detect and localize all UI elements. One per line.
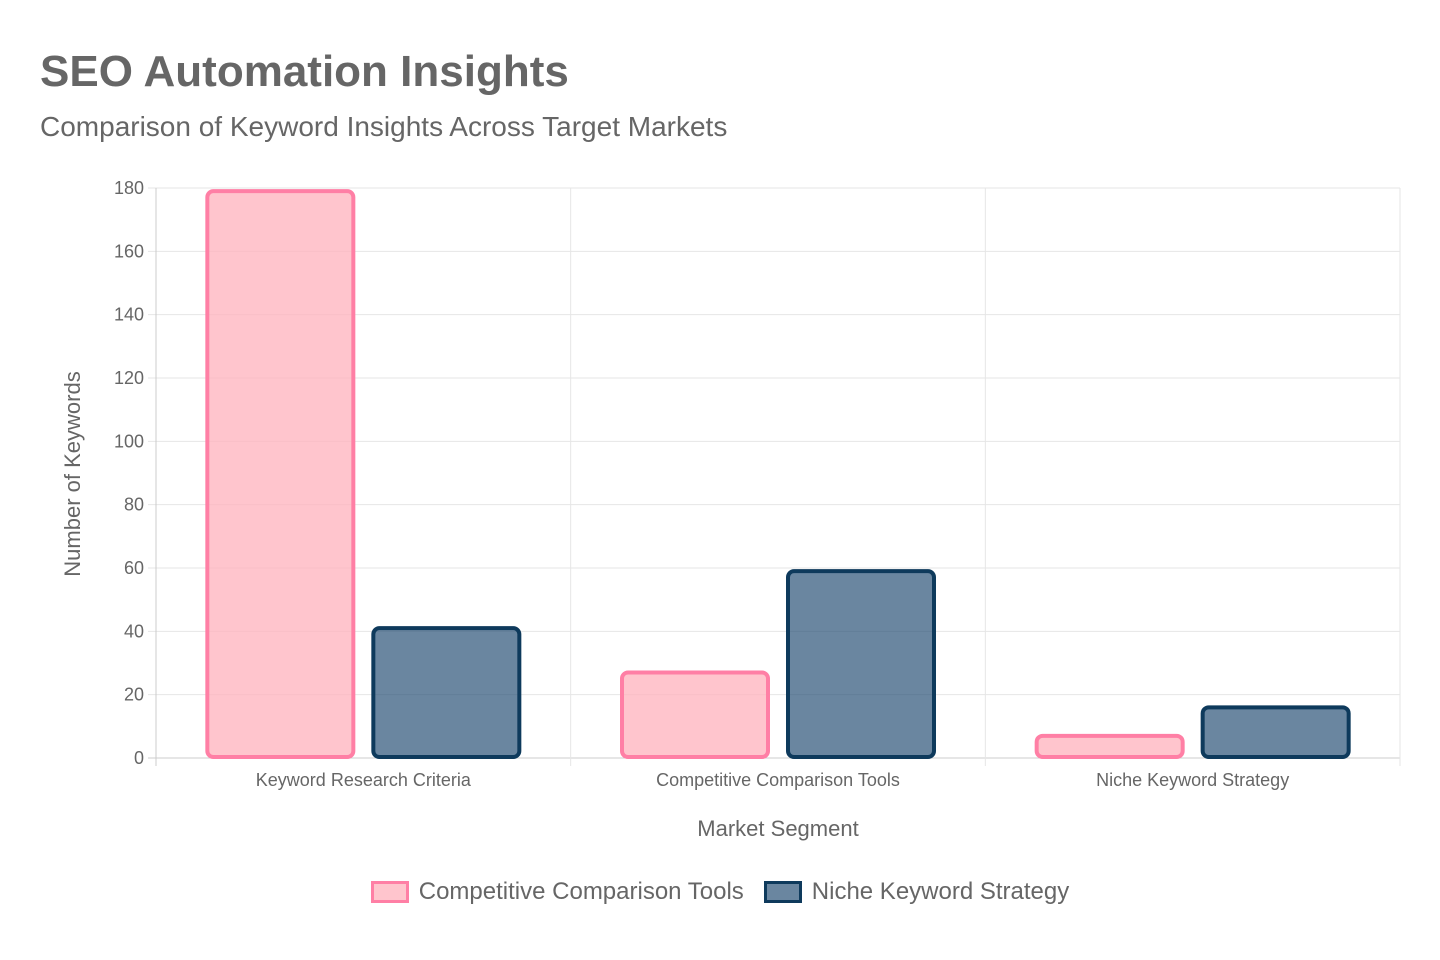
x-tick-label: Keyword Research Criteria (256, 770, 472, 790)
chart-title: SEO Automation Insights (40, 47, 569, 96)
y-tick-label: 140 (114, 305, 144, 325)
y-tick-label: 100 (114, 431, 144, 451)
bar-niche-keyword-strategy-series-0[interactable] (1034, 733, 1185, 759)
legend-swatch-navy (763, 881, 802, 903)
grid-lines (148, 187, 1401, 766)
y-axis-ticks: 0 20 40 60 80 100 120 140 160 180 (114, 178, 144, 768)
x-axis-title: Market Segment (697, 816, 858, 841)
bar-niche-keyword-strategy-series-1[interactable] (1200, 705, 1351, 759)
bar-keyword-research-criteria-series-1[interactable] (371, 626, 522, 760)
bar-competitive-comparison-tools-series-0[interactable] (620, 670, 770, 759)
legend-label: Niche Keyword Strategy (811, 878, 1070, 905)
legend-swatch-pink (370, 881, 409, 903)
legend-item-competitive-comparison-tools[interactable]: Competitive Comparison Tools (370, 878, 744, 906)
x-axis-ticks: Keyword Research Criteria Competitive Com… (256, 770, 1289, 790)
y-tick-label: 60 (124, 558, 144, 578)
y-tick-label: 40 (124, 621, 144, 641)
x-tick-label: Niche Keyword Strategy (1096, 770, 1289, 790)
y-tick-label: 0 (134, 748, 144, 768)
y-tick-label: 20 (124, 685, 144, 705)
bar-competitive-comparison-tools-series-1[interactable] (786, 569, 936, 760)
y-tick-label: 80 (124, 495, 144, 515)
x-tick-label: Competitive Comparison Tools (656, 770, 900, 790)
y-axis-title: Number of Keywords (60, 371, 85, 576)
legend-label: Competitive Comparison Tools (418, 878, 744, 905)
legend-item-niche-keyword-strategy[interactable]: Niche Keyword Strategy (763, 878, 1070, 906)
bar-keyword-research-criteria-series-0[interactable] (205, 189, 356, 759)
legend: Competitive Comparison Tools Niche Keywo… (0, 878, 1440, 906)
y-tick-label: 160 (114, 241, 144, 261)
bars-group (205, 189, 1351, 760)
chart-subtitle: Comparison of Keyword Insights Across Ta… (40, 111, 728, 142)
y-tick-label: 180 (114, 178, 144, 198)
y-tick-label: 120 (114, 368, 144, 388)
